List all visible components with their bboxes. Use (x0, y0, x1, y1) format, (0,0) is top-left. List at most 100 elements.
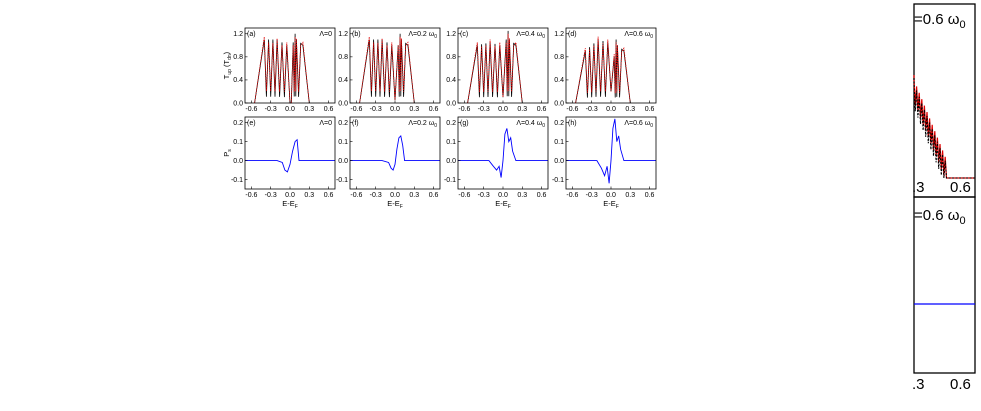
panel-letter: (b) (352, 31, 361, 38)
crop-bottom-tick-2: 0.6 (950, 376, 971, 393)
panel-annotation: Λ=0.6 ω0 (624, 31, 653, 40)
panel-annotation: Λ=0.4 ω0 (516, 120, 545, 129)
x-tick-label: 0.0 (390, 106, 400, 113)
y-tick-label: 0.0 (338, 100, 348, 107)
panel-letter: (d) (568, 31, 577, 38)
series-line (575, 39, 631, 104)
panel-letter: (c) (460, 31, 468, 38)
x-axis-label: E-EF (495, 199, 511, 210)
panel-frame (244, 116, 336, 190)
crop-top-series-black (913, 78, 975, 179)
x-tick-label: 0.6 (537, 106, 547, 113)
x-tick-label: -0.6 (245, 192, 257, 199)
series-line (566, 118, 656, 184)
x-tick-label: 0.3 (625, 192, 635, 199)
x-tick-label: 0.3 (409, 192, 419, 199)
y-tick-label: -0.1 (552, 177, 564, 184)
panel-letter: (e) (247, 120, 256, 127)
x-tick-label: 0.6 (645, 192, 655, 199)
panel-frame (244, 27, 336, 104)
crop-top-label: =0.6 ω0 (914, 11, 966, 31)
y-tick-label: 0.4 (233, 77, 243, 84)
crop-top-tick-2: 0.6 (950, 179, 971, 196)
panel-e: -0.1 0.0 0.1 0.2 -0.6 -0.3 0.0 0.3 0.6 (e) Λ=0 Ps E-… (222, 116, 336, 210)
panel-h: -0.1 0.0 0.1 0.2 -0.6 -0.3 0.0 0.3 0.6 (h) Λ=0.6 ω… (552, 116, 657, 210)
panel-frame (565, 27, 657, 104)
x-tick-label: 0.0 (285, 106, 295, 113)
y-tick-label: 0.2 (446, 120, 456, 127)
x-tick-label: -0.3 (478, 106, 490, 113)
series-line (254, 33, 310, 104)
y-tick-label: 1.2 (446, 31, 456, 38)
x-tick-label: -0.3 (265, 106, 277, 113)
x-tick-label: 0.6 (537, 192, 547, 199)
x-tick-label: 0.3 (409, 106, 419, 113)
panel-frame (349, 116, 441, 190)
x-tick-label: 0.3 (625, 106, 635, 113)
cropped-zoom-view: =0.6 ω0 .3 0.6 =0.6 ω0 .3 0.6 (912, 3, 976, 393)
x-tick-label: -0.6 (566, 192, 578, 199)
y-axis-label: Tup (Tdn) (222, 51, 233, 79)
y-tick-label: 0.8 (233, 54, 243, 61)
y-tick-label: 0.2 (338, 120, 348, 127)
x-tick-label: 0.6 (429, 192, 439, 199)
y-tick-label: 1.2 (338, 31, 348, 38)
panel-frame (349, 27, 441, 104)
panel-letter: (a) (247, 31, 256, 38)
panel-b: 0.0 0.4 0.8 1.2 -0.6 -0.3 0.0 0.3 0.6 (b) Λ=0.2 ω0 (338, 27, 441, 113)
y-tick-label: 0.0 (338, 158, 348, 165)
x-tick-label: 0.6 (429, 106, 439, 113)
series-line (359, 33, 415, 104)
x-tick-label: -0.6 (458, 106, 470, 113)
y-tick-label: 0.4 (446, 77, 456, 84)
crop-top-series (913, 75, 975, 179)
series-line (467, 33, 523, 104)
y-tick-label: 0.0 (446, 100, 456, 107)
y-tick-label: 0.0 (446, 158, 456, 165)
x-tick-label: 0.0 (606, 192, 616, 199)
y-tick-label: 0.4 (338, 77, 348, 84)
y-tick-label: 1.2 (233, 31, 243, 38)
y-tick-label: 0.0 (554, 158, 564, 165)
y-tick-label: 0.2 (554, 120, 564, 127)
x-tick-label: 0.3 (517, 192, 527, 199)
panel-letter: (h) (568, 120, 577, 127)
y-tick-label: 0.1 (446, 139, 456, 146)
y-tick-label: 0.0 (233, 158, 243, 165)
y-tick-label: -0.1 (231, 177, 243, 184)
panel-annotation: Λ=0.6 ω0 (624, 120, 653, 129)
x-tick-label: 0.0 (498, 192, 508, 199)
x-tick-label: -0.3 (478, 192, 490, 199)
series-line (575, 36, 631, 104)
y-tick-label: 0.0 (554, 100, 564, 107)
x-tick-label: 0.3 (304, 192, 314, 199)
y-tick-label: 0.8 (554, 54, 564, 61)
y-tick-label: 0.8 (446, 54, 456, 61)
x-tick-label: 0.0 (390, 192, 400, 199)
panel-f: -0.1 0.0 0.1 0.2 -0.6 -0.3 0.0 0.3 0.6 (f) Λ=0.2 ω… (336, 116, 441, 210)
x-tick-label: 0.3 (304, 106, 314, 113)
series-line (359, 36, 415, 104)
crop-bottom-tick-1: .3 (912, 376, 925, 393)
panel-grid: 0.0 0.4 0.8 1.2 -0.6 -0.3 0.0 0.3 0.6 (a) Λ=0 Tup (… (222, 27, 657, 210)
y-tick-label: -0.1 (444, 177, 456, 184)
panel-letter: (f) (352, 120, 359, 127)
y-axis-label: Ps (222, 149, 233, 157)
x-tick-label: -0.3 (586, 192, 598, 199)
series-line (350, 134, 440, 171)
x-tick-label: -0.6 (566, 106, 578, 113)
x-tick-label: 0.0 (606, 106, 616, 113)
x-tick-label: -0.6 (245, 106, 257, 113)
panel-d: 0.0 0.4 0.8 1.2 -0.6 -0.3 0.0 0.3 0.6 (d) Λ=0.6 ω0 (554, 27, 657, 113)
x-tick-label: 0.6 (324, 192, 334, 199)
x-axis-label: E-EF (282, 199, 298, 210)
x-tick-label: -0.6 (350, 106, 362, 113)
x-tick-label: 0.0 (498, 106, 508, 113)
crop-top-series-red (913, 75, 975, 179)
x-tick-label: -0.6 (458, 192, 470, 199)
x-tick-label: -0.3 (370, 106, 382, 113)
y-tick-label: 0.1 (338, 139, 348, 146)
x-axis-label: E-EF (603, 199, 619, 210)
y-tick-label: 0.4 (554, 77, 564, 84)
